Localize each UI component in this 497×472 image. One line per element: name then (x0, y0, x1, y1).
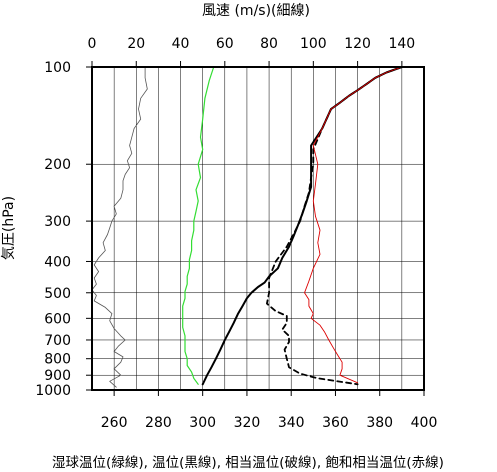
plot-frame (91, 66, 425, 391)
bottom-axis-tick-label: 360 (322, 415, 349, 431)
bottom-axis-tick-label: 380 (366, 415, 393, 431)
y-axis-tick-label: 100 (44, 60, 71, 76)
y-axis-tick-label: 700 (44, 333, 71, 349)
y-axis-tick-label: 900 (44, 368, 71, 384)
y-axis-tick-label: 600 (44, 311, 71, 327)
bottom-axis-caption: 湿球温位(緑線), 温位(黒線), 相当温位(破線), 飽和相当温位(赤線) (52, 455, 444, 471)
y-axis-tick-label: 1000 (35, 383, 71, 399)
series-line-wind (91, 66, 148, 388)
axes: 0 20 40 60 80 100 120 140 260 280 300 320 340 360 380 4… (35, 36, 437, 431)
top-axis-title: 風速 (m/s)(細線) (202, 3, 310, 19)
bottom-axis-tick-label: 400 (411, 415, 438, 431)
y-axis-title: 気圧(hPa) (1, 196, 17, 260)
y-axis-tick-label: 200 (44, 157, 71, 173)
y-axis-tick-label: 500 (44, 286, 71, 302)
y-axis-tick-label: 800 (44, 352, 71, 368)
top-axis-tick-label: 0 (88, 36, 97, 52)
bottom-axis-tick-label: 300 (189, 415, 216, 431)
bottom-axis-tick-label: 340 (278, 415, 305, 431)
top-axis-tick-label: 120 (344, 36, 371, 52)
bottom-axis-tick-label: 260 (101, 415, 128, 431)
series-layer (91, 66, 403, 388)
grid-lines (92, 66, 424, 391)
bottom-axis-tick-label: 320 (234, 415, 261, 431)
top-axis-tick-label: 100 (300, 36, 327, 52)
series-line-wet_bulb_theta (182, 66, 215, 385)
series-line-sat_equiv_theta (304, 66, 403, 384)
top-axis-tick-label: 60 (216, 36, 234, 52)
bottom-axis-tick-label: 280 (145, 415, 172, 431)
y-axis-tick-label: 300 (44, 214, 71, 230)
top-axis-tick-label: 40 (172, 36, 190, 52)
top-axis-tick-label: 80 (260, 36, 278, 52)
y-axis-tick-label: 400 (44, 254, 71, 270)
top-axis-tick-label: 140 (388, 36, 415, 52)
series-line-theta (201, 66, 403, 386)
top-axis-tick-label: 20 (127, 36, 145, 52)
series-line-equiv_theta (265, 66, 403, 386)
